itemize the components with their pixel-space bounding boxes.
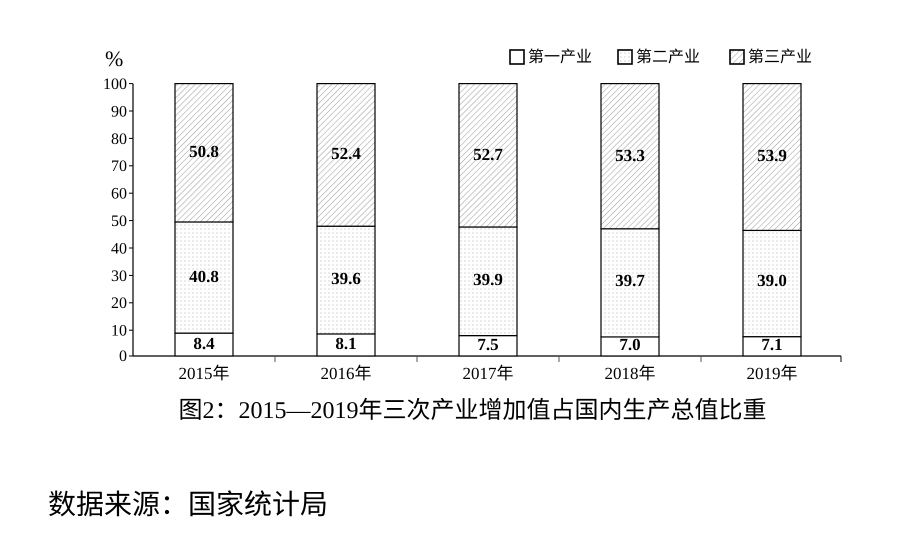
- svg-text:10: 10: [111, 323, 127, 340]
- svg-text:8.4: 8.4: [193, 334, 215, 353]
- svg-text:7.0: 7.0: [619, 335, 640, 354]
- svg-text:第一产业: 第一产业: [528, 48, 592, 66]
- svg-text:2015年: 2015年: [179, 364, 230, 383]
- svg-text:7.5: 7.5: [477, 335, 498, 354]
- svg-text:第二产业: 第二产业: [636, 48, 700, 66]
- svg-text:39.9: 39.9: [473, 270, 503, 289]
- svg-text:70: 70: [111, 158, 127, 175]
- svg-text:20: 20: [111, 295, 127, 312]
- svg-text:39.7: 39.7: [615, 271, 645, 290]
- svg-text:%: %: [105, 46, 123, 71]
- svg-text:80: 80: [111, 131, 127, 148]
- svg-text:39.0: 39.0: [757, 271, 787, 290]
- svg-text:60: 60: [111, 186, 127, 203]
- svg-text:39.6: 39.6: [331, 269, 361, 288]
- svg-text:第三产业: 第三产业: [748, 48, 812, 66]
- svg-text:2017年: 2017年: [463, 364, 514, 383]
- svg-text:2018年: 2018年: [605, 364, 656, 383]
- svg-text:53.3: 53.3: [615, 146, 645, 165]
- svg-text:2016年: 2016年: [321, 364, 372, 383]
- svg-text:2019年: 2019年: [747, 364, 798, 383]
- svg-text:90: 90: [111, 103, 127, 120]
- svg-text:30: 30: [111, 268, 127, 285]
- svg-text:40.8: 40.8: [189, 267, 219, 286]
- svg-text:53.9: 53.9: [757, 146, 787, 165]
- svg-text:100: 100: [103, 76, 127, 93]
- svg-text:40: 40: [111, 240, 127, 257]
- svg-text:50: 50: [111, 213, 127, 230]
- svg-text:7.1: 7.1: [761, 335, 782, 354]
- svg-text:8.1: 8.1: [335, 334, 356, 353]
- svg-text:50.8: 50.8: [189, 142, 219, 161]
- svg-text:52.4: 52.4: [331, 144, 361, 163]
- svg-text:52.7: 52.7: [473, 145, 503, 164]
- svg-text:0: 0: [119, 348, 127, 365]
